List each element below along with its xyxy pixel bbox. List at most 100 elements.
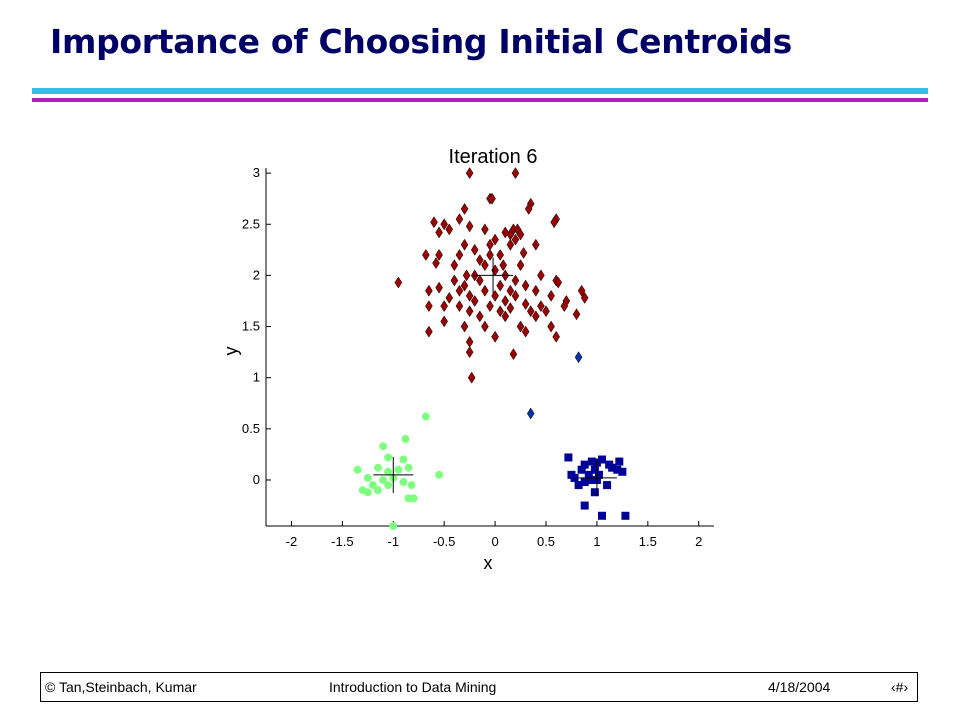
data-point (590, 488, 599, 497)
data-point (465, 305, 474, 318)
data-point (499, 259, 508, 272)
centroid-markers (373, 257, 617, 496)
data-point (465, 346, 474, 359)
data-point (496, 305, 504, 318)
data-point (501, 226, 510, 239)
data-point (521, 298, 530, 311)
data-point (506, 302, 515, 315)
centroid-marker (473, 257, 514, 294)
data-point (407, 481, 416, 490)
data-point (476, 274, 484, 287)
data-point (368, 481, 377, 490)
data-point (521, 279, 530, 292)
data-point (450, 259, 459, 272)
data-point (615, 457, 624, 466)
x-tick-label: -1 (387, 534, 399, 549)
slide-title: Importance of Choosing Initial Centroids (50, 22, 792, 61)
data-point (526, 407, 535, 420)
data-point (526, 305, 535, 318)
data-point (455, 213, 464, 226)
data-point (425, 284, 433, 297)
data-point (532, 284, 540, 297)
data-point (486, 300, 494, 313)
data-point (470, 243, 479, 256)
data-point (511, 167, 520, 180)
data-point (532, 310, 540, 323)
data-point (399, 478, 408, 487)
data-point (618, 467, 627, 476)
chart-title: Iteration 6 (449, 146, 538, 168)
data-point (409, 494, 418, 503)
data-point (547, 289, 555, 302)
footer: © Tan,Steinbach, Kumar Introduction to D… (40, 672, 918, 702)
data-point (554, 276, 563, 289)
footer-date: 4/18/2004 (768, 679, 831, 695)
x-tick-label: 1 (593, 534, 600, 549)
data-point (379, 475, 388, 484)
data-point (496, 248, 504, 261)
data-point (570, 473, 579, 482)
data-point (465, 167, 474, 180)
centroid-marker (373, 456, 414, 493)
data-point (450, 274, 459, 287)
data-point (560, 300, 569, 313)
x-tick-label: -1.5 (331, 534, 353, 549)
data-point (537, 300, 545, 313)
data-point (501, 295, 510, 307)
data-point (435, 281, 443, 294)
data-point (613, 465, 622, 474)
y-tick-label: 2 (253, 267, 260, 282)
data-point (440, 300, 448, 313)
data-point (524, 202, 533, 215)
y-tick-label: 2.5 (242, 216, 260, 231)
y-tick-label: 0 (253, 472, 260, 487)
data-point (425, 325, 433, 338)
title-accent-bar-bottom (32, 98, 928, 102)
data-point (470, 295, 479, 307)
data-point (460, 279, 469, 292)
x-tick-label: 2 (695, 534, 702, 549)
x-tick-label: -0.5 (433, 534, 455, 549)
data-point (574, 481, 583, 490)
data-point (594, 470, 603, 479)
data-point (465, 335, 474, 348)
data-point (488, 192, 496, 205)
data-point (384, 467, 393, 476)
data-point (476, 310, 484, 323)
data-point (425, 300, 433, 313)
data-point (598, 511, 606, 520)
data-point (509, 348, 518, 361)
data-point (460, 202, 469, 215)
data-point (374, 486, 382, 495)
data-point (440, 218, 448, 231)
data-point (460, 320, 469, 333)
y-tick-label: 0.5 (242, 421, 260, 436)
x-tick-label: 1.5 (639, 534, 657, 549)
data-point (511, 233, 520, 246)
data-points (353, 167, 630, 530)
x-tick-label: -2 (286, 534, 298, 549)
data-point (511, 289, 520, 302)
data-point (460, 238, 469, 251)
data-point (577, 465, 586, 474)
data-point (574, 351, 583, 364)
data-point (547, 320, 555, 333)
data-point (394, 276, 403, 289)
data-point (389, 522, 398, 530)
data-point (432, 257, 440, 270)
data-point (363, 488, 372, 497)
data-point (516, 320, 525, 333)
data-point (519, 246, 528, 259)
data-point (521, 325, 530, 338)
data-point (511, 274, 520, 287)
data-point (491, 233, 499, 246)
data-point (572, 308, 581, 321)
data-point (445, 223, 454, 236)
data-point (465, 220, 474, 233)
data-point (580, 460, 589, 469)
data-point (465, 289, 474, 302)
data-point (506, 238, 515, 251)
footer-page-number: ‹#› (891, 679, 909, 695)
data-point (481, 223, 489, 236)
